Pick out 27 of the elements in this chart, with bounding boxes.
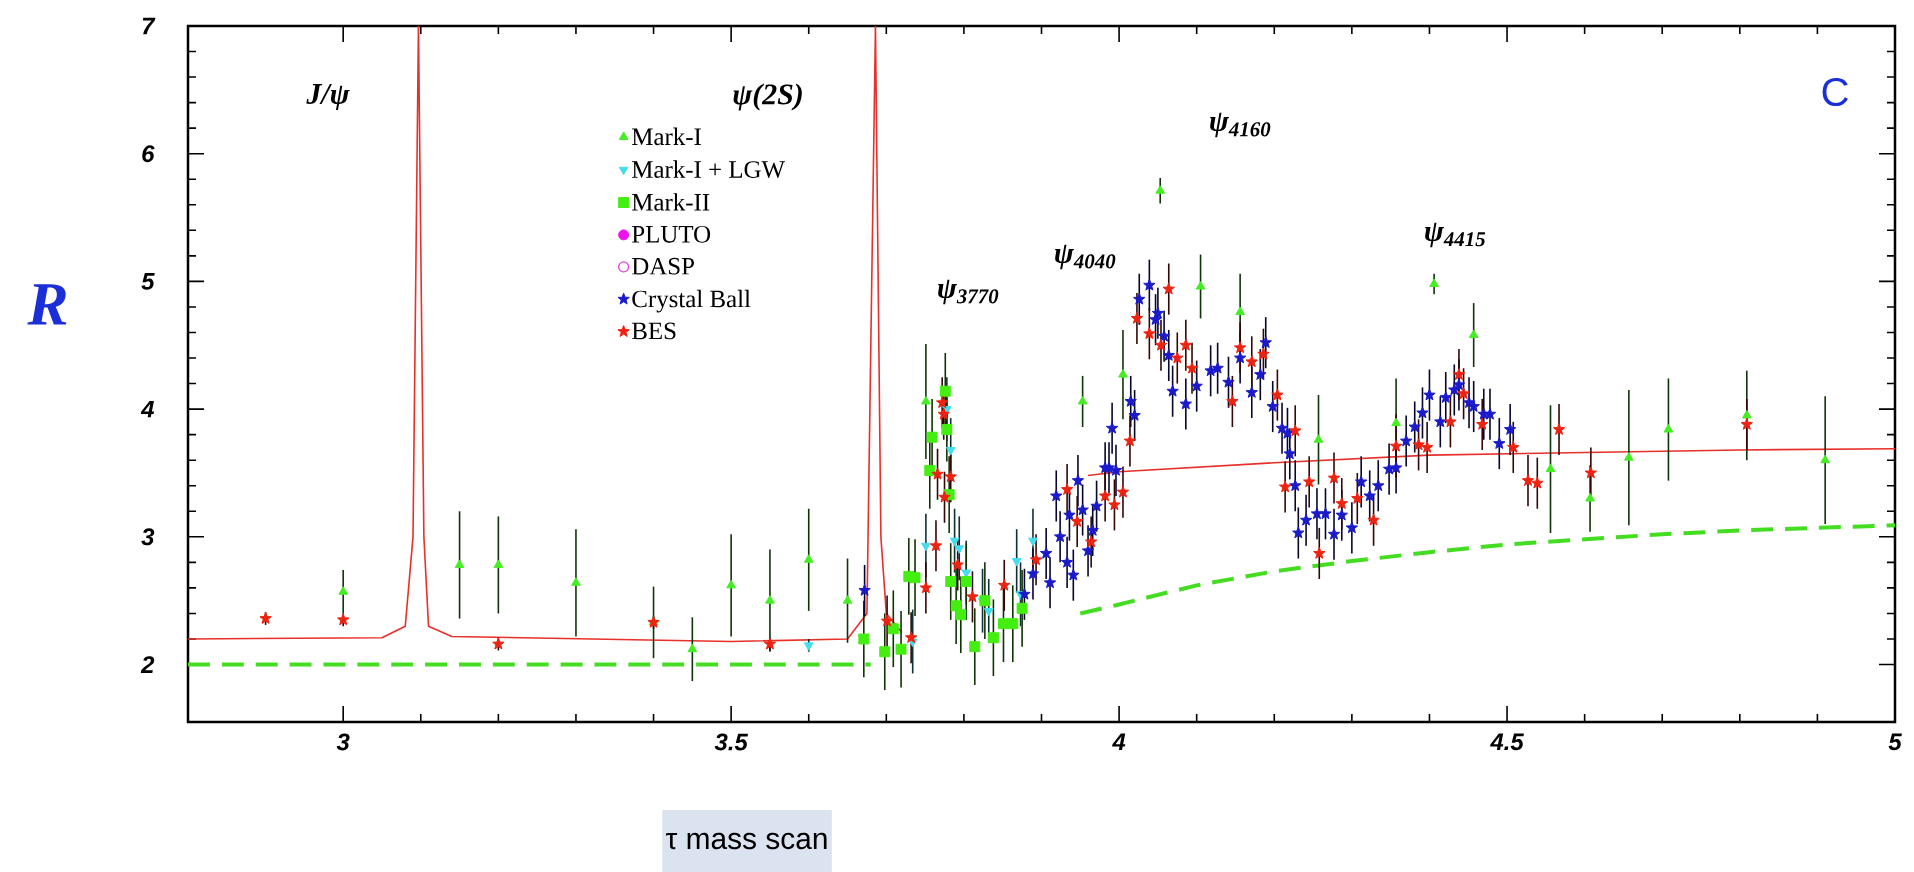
y-tick-label: 6 — [142, 145, 155, 163]
legend-label: Mark-I + LGW — [632, 160, 785, 179]
legend-label: Mark-II — [632, 193, 710, 211]
annotation: ψ$_{4415}$ — [1425, 222, 1486, 248]
annotation: ψ$_{4040}$ — [1055, 244, 1116, 270]
y-tick-label: 4 — [140, 400, 155, 418]
x-tick-label: 3 — [336, 733, 350, 751]
annotation: ψ$_{3770}$ — [938, 279, 999, 305]
annotation: C — [1822, 77, 1848, 107]
annotation: ψ(2S) — [733, 83, 802, 111]
legend-label: Mark-I — [632, 127, 701, 146]
legend-label: PLUTO — [632, 225, 711, 243]
text: τ mass scan — [665, 832, 827, 850]
legend-label: BES — [632, 322, 676, 340]
x-tick-label: 4.5 — [1490, 733, 1524, 751]
y-axis-title: R — [27, 284, 67, 325]
x-tick-label: 5 — [1888, 733, 1902, 751]
legend-label: Crystal Ball — [632, 289, 751, 313]
y-tick-label: 2 — [140, 656, 155, 673]
y-tick-label: 7 — [142, 17, 156, 35]
annotation: J/ψ — [306, 83, 350, 111]
y-tick-label: 3 — [141, 528, 155, 546]
x-tick-label: 3.5 — [714, 733, 749, 751]
legend-label: DASP — [632, 257, 694, 275]
y-tick-label: 5 — [141, 273, 155, 290]
x-tick-label: 4 — [1112, 733, 1126, 750]
annotation: ψ$_{4160}$ — [1210, 112, 1271, 138]
